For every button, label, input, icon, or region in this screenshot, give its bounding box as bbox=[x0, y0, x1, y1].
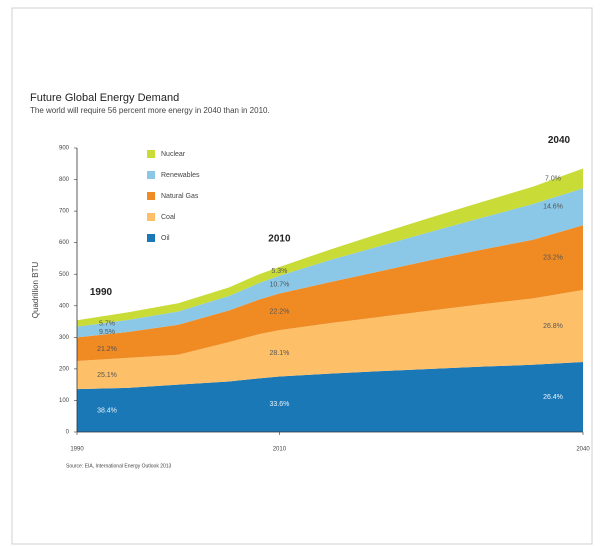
frame bbox=[11, 7, 593, 545]
legend-swatch bbox=[147, 234, 155, 242]
share-label: 5.3% bbox=[271, 268, 287, 275]
area bbox=[77, 225, 583, 361]
share-label: 14.6% bbox=[543, 204, 563, 211]
y-tick-label: 800 bbox=[59, 177, 70, 183]
share-label: 7.0% bbox=[545, 175, 561, 182]
share-label: 38.4% bbox=[97, 407, 117, 414]
area bbox=[77, 188, 583, 338]
share-label: 28.1% bbox=[269, 350, 289, 357]
area bbox=[77, 290, 583, 390]
y-tick-label: 300 bbox=[59, 335, 70, 341]
share-label: 33.6% bbox=[269, 401, 289, 408]
share-label: 26.8% bbox=[543, 323, 563, 330]
y-tick-label: 100 bbox=[59, 398, 70, 404]
chart-subtitle: The world will require 56 percent more e… bbox=[30, 106, 270, 115]
year-callout: 1990 bbox=[90, 287, 113, 298]
chart-title: Future Global Energy Demand bbox=[30, 92, 179, 104]
source: Source: EIA, International Energy Outloo… bbox=[66, 463, 172, 469]
y-tick-label: 200 bbox=[59, 366, 70, 372]
y-tick-label: 500 bbox=[59, 272, 70, 278]
share-label: 9.5% bbox=[99, 329, 115, 336]
legend-swatch bbox=[147, 150, 155, 158]
legend-label: Natural Gas bbox=[161, 193, 199, 200]
share-label: 5.7% bbox=[99, 320, 115, 327]
share-label: 22.2% bbox=[269, 309, 289, 316]
legend-label: Nuclear bbox=[161, 151, 186, 158]
x-tick-label: 2040 bbox=[576, 447, 590, 453]
y-tick-label: 400 bbox=[59, 303, 70, 309]
share-label: 10.7% bbox=[269, 281, 289, 288]
legend-swatch bbox=[147, 213, 155, 221]
legend-label: Oil bbox=[161, 235, 170, 242]
share-label: 21.2% bbox=[97, 346, 117, 353]
y-tick-label: 700 bbox=[59, 209, 70, 215]
y-tick-label: 0 bbox=[66, 430, 70, 436]
legend-swatch bbox=[147, 192, 155, 200]
legend-label: Renewables bbox=[161, 172, 200, 179]
year-callout: 2010 bbox=[268, 234, 291, 245]
legend-swatch bbox=[147, 171, 155, 179]
share-label: 25.1% bbox=[97, 372, 117, 379]
share-label: 26.4% bbox=[543, 394, 563, 401]
y-tick-label: 900 bbox=[59, 146, 70, 152]
area bbox=[77, 361, 583, 432]
year-callout: 2040 bbox=[548, 135, 571, 146]
x-tick-label: 2010 bbox=[273, 447, 287, 453]
x-tick-label: 1990 bbox=[70, 447, 84, 453]
y-tick-label: 600 bbox=[59, 240, 70, 246]
share-label: 23.2% bbox=[543, 254, 563, 261]
legend-label: Coal bbox=[161, 214, 176, 221]
y-axis-label: Quadrillion BTU bbox=[31, 262, 40, 319]
